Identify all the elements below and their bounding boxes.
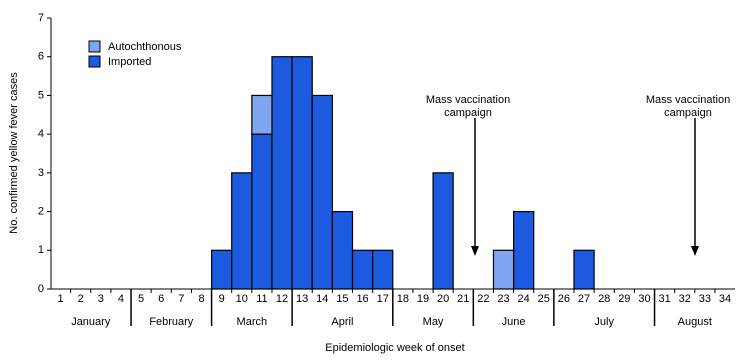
bar [311, 94, 333, 290]
x-tick-label: 24 [518, 293, 530, 305]
bar [331, 210, 354, 290]
y-axis-label: No. confirmed yellow fever cases [8, 72, 20, 234]
x-tick-label: 27 [578, 293, 590, 305]
x-tick-label: 10 [236, 293, 248, 305]
x-tick-label: 33 [699, 293, 711, 305]
x-tick-label: 18 [397, 293, 409, 305]
x-tick-label: 13 [296, 293, 308, 305]
month-label: January [71, 316, 111, 328]
x-tick-label: 20 [437, 293, 449, 305]
x-tick-label: 26 [558, 293, 570, 305]
x-tick-label: 8 [198, 293, 204, 305]
month-label: August [678, 316, 712, 328]
annotation-arrowhead [471, 246, 479, 256]
x-tick-label: 30 [638, 293, 650, 305]
legend-swatch [88, 55, 101, 68]
legend-swatch [88, 40, 101, 53]
x-tick-label: 5 [138, 293, 144, 305]
bar [251, 94, 273, 135]
legend-label: Imported [108, 56, 151, 68]
x-tick-label: 22 [477, 293, 489, 305]
x-tick-label: 2 [78, 293, 84, 305]
x-tick-label: 12 [276, 293, 288, 305]
bar [351, 249, 374, 290]
month-label: July [594, 316, 614, 328]
y-tick-label: 1 [38, 244, 44, 256]
x-tick-label: 3 [98, 293, 104, 305]
bar [231, 172, 253, 290]
month-label: May [423, 316, 444, 328]
legend-label: Autochthonous [108, 41, 182, 53]
x-tick-label: 23 [497, 293, 509, 305]
y-tick-label: 7 [38, 12, 44, 24]
x-tick-label: 14 [316, 293, 328, 305]
bar [573, 249, 595, 290]
x-tick-label: 16 [356, 293, 368, 305]
y-tick-label: 4 [38, 128, 44, 140]
x-tick-label: 1 [57, 293, 63, 305]
y-tick-label: 5 [38, 89, 44, 101]
y-tick-label: 3 [38, 167, 44, 179]
x-tick-label: 6 [158, 293, 164, 305]
y-tick-label: 2 [38, 205, 44, 217]
bar [492, 249, 515, 290]
y-tick-label: 6 [38, 51, 44, 63]
bar [271, 56, 293, 290]
x-tick-label: 25 [538, 293, 550, 305]
x-tick-label: 21 [457, 293, 469, 305]
annotation: Mass vaccination campaign [425, 94, 511, 119]
annotation-arrowhead [691, 246, 699, 256]
x-tick-label: 17 [377, 293, 389, 305]
x-tick-label: 28 [598, 293, 610, 305]
month-label: June [502, 316, 526, 328]
bar [210, 249, 233, 290]
x-tick-label: 34 [719, 293, 731, 305]
x-tick-label: 32 [679, 293, 691, 305]
annotation: Mass vaccination campaign [645, 94, 731, 119]
x-tick-label: 19 [417, 293, 429, 305]
x-tick-label: 9 [219, 293, 225, 305]
x-tick-label: 29 [618, 293, 630, 305]
x-axis-label: Epidemiologic week of onset [325, 342, 464, 354]
x-tick-label: 11 [256, 293, 267, 305]
bar [291, 56, 313, 290]
x-tick-label: 4 [118, 293, 124, 305]
x-tick-label: 7 [178, 293, 184, 305]
bar [251, 133, 273, 290]
bar [372, 249, 394, 290]
y-tick-label: 0 [38, 283, 44, 295]
month-label: April [331, 316, 353, 328]
bar [512, 210, 535, 290]
month-label: March [237, 316, 268, 328]
month-label: February [149, 316, 194, 328]
bar [432, 172, 454, 290]
x-tick-label: 31 [658, 293, 670, 305]
x-tick-label: 15 [336, 293, 348, 305]
